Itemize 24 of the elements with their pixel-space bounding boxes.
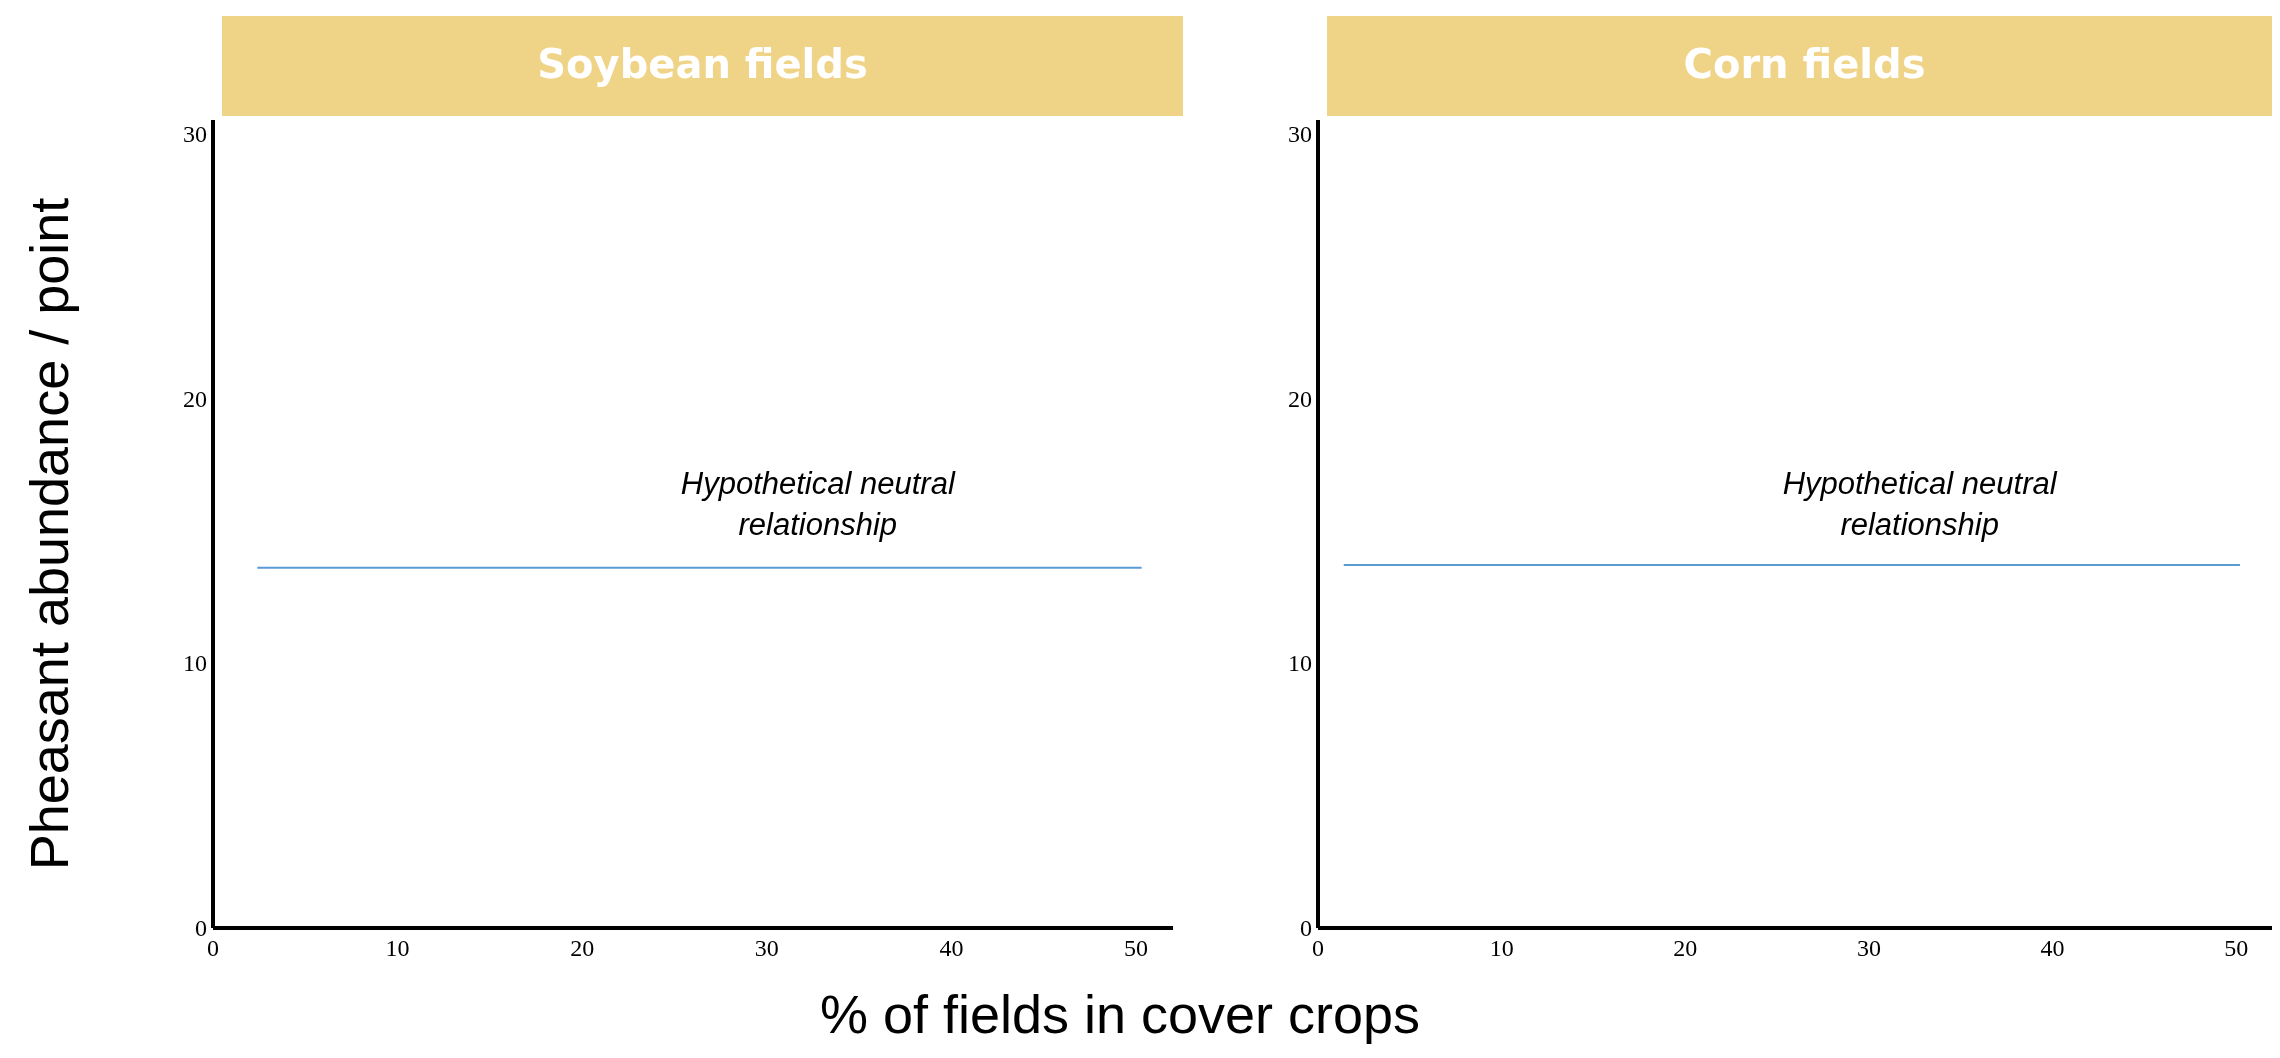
x-tick-label: 20 [1673, 935, 1698, 961]
x-tick-label: 30 [754, 935, 779, 961]
annotation: Hypothetical neutral relationship [680, 466, 956, 542]
y-tick-label: 20 [183, 385, 207, 412]
x-tick-label: 20 [570, 935, 595, 961]
x-tick-label: 30 [1856, 935, 1881, 961]
y-tick-label: 10 [1288, 650, 1312, 677]
x-tick-label: 50 [1124, 935, 1149, 961]
x-tick-label: 10 [385, 935, 410, 961]
x-tick-label: 40 [2040, 935, 2065, 961]
y-tick-label: 30 [183, 120, 207, 147]
y-axis-title: Pheasant abundance / point [19, 197, 79, 871]
chart-title: Soybean fields [537, 41, 868, 87]
y-tick-label: 20 [1288, 385, 1312, 412]
x-tick-label: 50 [2224, 935, 2249, 961]
annotation: Hypothetical neutral relationship [1782, 466, 2058, 542]
y-tick-label: 30 [1288, 120, 1312, 147]
chart-title: Corn fields [1683, 41, 1926, 87]
x-tick-label: 10 [1489, 935, 1514, 961]
y-tick-label: 10 [183, 650, 207, 677]
y-tick-label: 0 [1300, 915, 1312, 942]
y-tick-label: 0 [195, 915, 207, 942]
x-tick-label: 40 [939, 935, 964, 961]
x-axis-title: % of fields in cover crops [819, 984, 1421, 1044]
